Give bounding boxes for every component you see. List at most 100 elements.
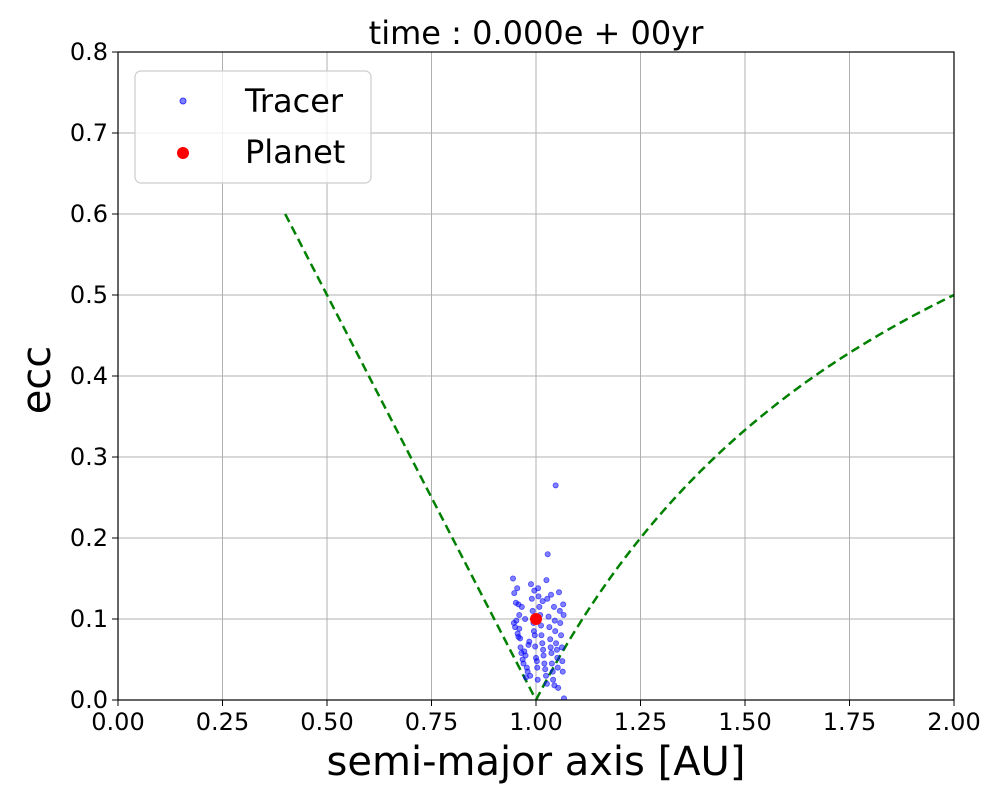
tracer-point (544, 551, 551, 558)
tracer-point (531, 632, 538, 639)
tracer-point (517, 644, 524, 651)
tracer-point (533, 658, 540, 665)
legend-planet-marker (177, 147, 189, 159)
legend-planet-label: Planet (245, 133, 345, 171)
tracer-point (542, 666, 549, 673)
tracer-point (517, 635, 524, 642)
tracer-point (522, 674, 529, 681)
tracer-point (559, 658, 566, 665)
x-axis-ticks: 0.00 0.25 0.50 0.75 1.00 1.25 1.50 1.75 2.00 (91, 700, 981, 736)
y-axis-ticks: 0.0 0.1 0.2 0.3 0.4 0.5 0.6 0.7 0.8 (70, 38, 118, 714)
tracer-points (510, 482, 568, 700)
chart-title: time : 0.000e + 00yr (369, 14, 705, 52)
tracer-point (540, 652, 547, 659)
tracer-point (561, 695, 568, 700)
tracer-point (558, 632, 565, 639)
tracer-point (531, 587, 538, 594)
x-tick-label: 0.50 (300, 708, 353, 736)
tracer-point (539, 598, 546, 605)
tracer-point (543, 680, 550, 687)
tracer-point (541, 660, 548, 667)
tracer-point (545, 613, 552, 620)
tracer-point (551, 682, 558, 689)
tracer-point (527, 581, 534, 588)
tracer-point (534, 676, 541, 683)
tracer-point (544, 595, 551, 602)
y-tick-label: 0.3 (70, 443, 108, 471)
x-tick-label: 2.00 (927, 708, 980, 736)
tracer-point (549, 668, 556, 675)
x-tick-label: 1.75 (823, 708, 876, 736)
planet-point (530, 613, 542, 625)
tracer-point (553, 646, 560, 653)
tracer-point (552, 482, 559, 489)
legend: Tracer Planet (134, 70, 372, 184)
y-tick-label: 0.8 (70, 38, 108, 66)
planet-points (530, 613, 542, 625)
y-tick-label: 0.7 (70, 119, 108, 147)
tracer-point (550, 603, 557, 610)
tracer-point (536, 603, 543, 610)
tracer-point (559, 668, 566, 675)
tracer-point (522, 652, 529, 659)
x-tick-label: 1.50 (718, 708, 771, 736)
tracer-point (513, 617, 520, 624)
tracer-point (557, 620, 564, 627)
tracer-point (543, 672, 550, 679)
tracer-point (553, 640, 560, 647)
x-tick-label: 0.75 (405, 708, 458, 736)
tracer-point (526, 638, 533, 645)
x-tick-label: 0.00 (91, 708, 144, 736)
legend-tracer-marker (179, 97, 187, 105)
tracer-point (551, 617, 558, 624)
y-tick-label: 0.4 (70, 362, 108, 390)
tracer-point (558, 644, 565, 651)
tracer-point (532, 643, 539, 650)
tracer-point (550, 676, 557, 683)
tracer-point (543, 577, 550, 584)
tracer-point (539, 640, 546, 647)
tracer-point (546, 624, 553, 631)
x-axis-title: semi-major axis [AU] (327, 739, 746, 785)
y-tick-label: 0.6 (70, 200, 108, 228)
tracer-point (520, 660, 527, 667)
x-tick-label: 1.25 (614, 708, 667, 736)
tracer-point (547, 636, 554, 643)
tracer-point (534, 664, 541, 671)
y-tick-label: 0.5 (70, 281, 108, 309)
legend-box (134, 70, 372, 184)
tracer-point (554, 664, 561, 671)
tracer-point (535, 593, 542, 600)
tracer-point (538, 622, 545, 629)
tracer-point (514, 585, 521, 592)
tracer-point (554, 654, 561, 661)
tracer-point (516, 611, 523, 618)
tracer-point (540, 646, 547, 653)
tracer-point (528, 595, 535, 602)
inner-boundary-curve (284, 213, 538, 700)
x-tick-label: 1.00 (509, 708, 562, 736)
tracer-point (548, 660, 555, 667)
outer-boundary-curve (534, 293, 954, 700)
tracer-point (548, 591, 555, 598)
x-tick-label: 0.25 (196, 708, 249, 736)
tracer-point (529, 607, 536, 614)
y-tick-label: 0.1 (70, 605, 108, 633)
tracer-point (538, 632, 545, 639)
y-tick-label: 0.0 (70, 686, 108, 714)
legend-tracer-label: Tracer (244, 82, 344, 120)
tracer-point (556, 607, 563, 614)
boundary-curves (284, 213, 954, 700)
tracer-point (560, 611, 567, 618)
tracer-point (547, 644, 554, 651)
tracer-point (560, 601, 567, 608)
tracer-point (548, 650, 555, 657)
y-tick-label: 0.2 (70, 524, 108, 552)
tracer-point (552, 628, 559, 635)
tracer-point (516, 625, 523, 632)
tracer-point (511, 590, 518, 597)
tracer-point (555, 589, 562, 596)
tracer-point (522, 616, 529, 623)
tracer-point (518, 603, 525, 610)
